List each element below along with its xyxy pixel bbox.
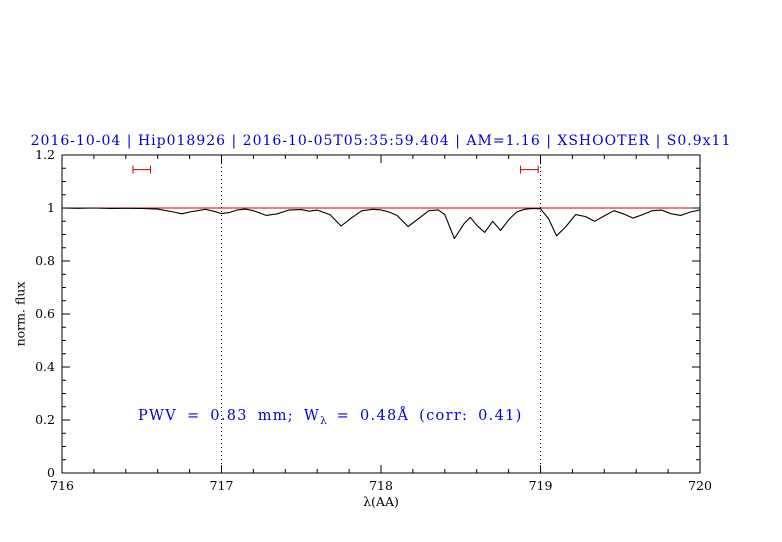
annotation-post: = 0.48Å (corr: 0.41) — [326, 408, 523, 424]
y-axis-label: norm. flux — [12, 281, 28, 347]
chart-title: 2016-10-04 | Hip018926 | 2016-10-05T05:3… — [30, 133, 732, 149]
y-tick-label: 0.4 — [35, 359, 55, 374]
annotation-sub-lambda: λ — [320, 414, 327, 427]
y-tick-label: 0.2 — [35, 412, 55, 427]
x-tick-label: 716 — [50, 478, 74, 493]
y-tick-label: 0.8 — [35, 253, 55, 268]
x-tick-label: 719 — [529, 478, 553, 493]
x-tick-label: 718 — [369, 478, 393, 493]
spectrum-line — [61, 207, 701, 240]
y-tick-label: 1.2 — [35, 147, 55, 162]
annotation-pwv: PWV = 0.83 mm; Wλ = 0.48Å (corr: 0.41) — [138, 408, 523, 427]
y-tick-label: 0 — [47, 465, 55, 480]
y-tick-label: 0.6 — [35, 306, 55, 321]
annotation-pre: PWV = 0.83 mm; W — [138, 408, 321, 424]
y-tick-label: 1 — [47, 200, 55, 215]
x-axis-label: λ(AA) — [363, 494, 399, 509]
x-tick-label: 720 — [688, 478, 712, 493]
x-tick-label: 717 — [210, 478, 234, 493]
